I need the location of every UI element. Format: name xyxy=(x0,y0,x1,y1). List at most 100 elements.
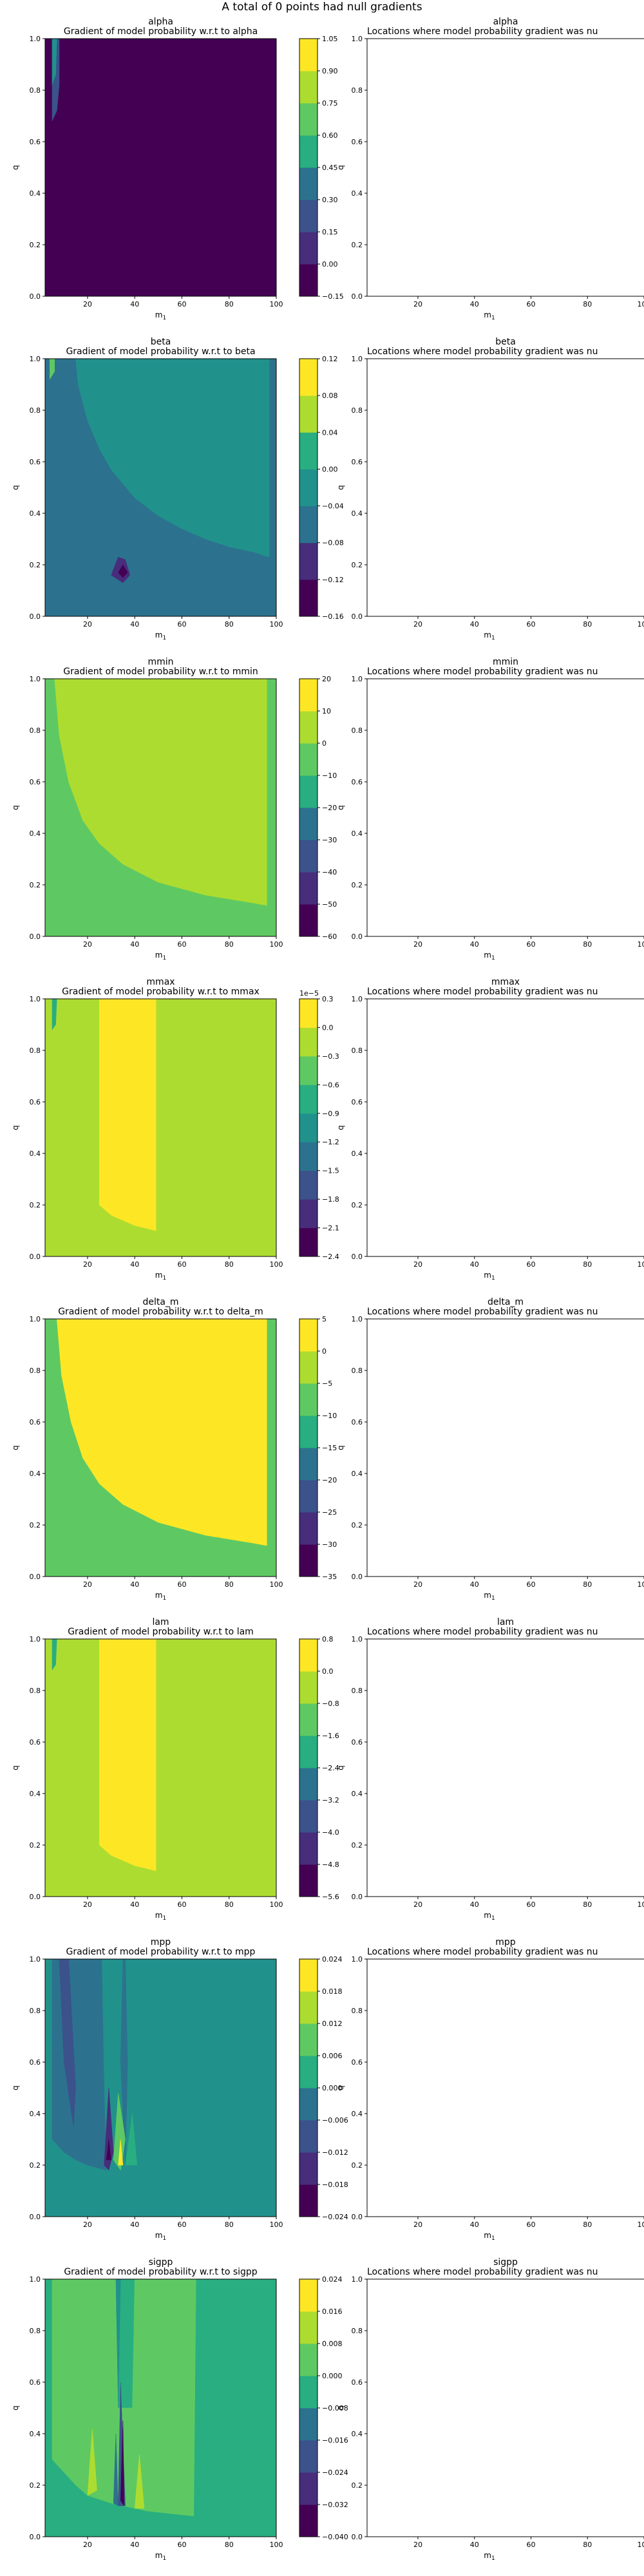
colorbar-tick-label: 0.12 xyxy=(322,355,338,363)
null-x-tick-label: 40 xyxy=(470,940,479,949)
y-tick-label: 0.8 xyxy=(30,1367,41,1375)
null-panel-frame xyxy=(366,1638,644,1897)
null-x-tick-label: 20 xyxy=(413,1900,422,1909)
null-y-tick-label: 0.4 xyxy=(352,2430,363,2438)
colorbar-tick-label: 0 xyxy=(322,739,327,748)
colorbar-tick-label: 0.0 xyxy=(322,1667,334,1676)
contour-regions xyxy=(45,2279,276,2537)
null-y-tick-label: 0.2 xyxy=(352,2161,363,2170)
null-y-tick-label: 0.0 xyxy=(352,1893,363,1901)
null-x-tick-label: 80 xyxy=(583,2221,592,2229)
y-tick-label: 0.0 xyxy=(30,292,41,301)
null-panel-frame xyxy=(366,1958,644,2217)
y-tick-label: 0.6 xyxy=(30,778,41,786)
null-y-tick-label: 0.0 xyxy=(352,2213,363,2221)
null-panel-param-name: alpha xyxy=(493,17,518,27)
y-tick-label: 0.4 xyxy=(30,829,41,838)
colorbar-tick-label: −15 xyxy=(322,1444,337,1452)
null-x-tick-label: 100 xyxy=(638,620,644,629)
y-tick-label: 0.2 xyxy=(30,2161,41,2170)
null-x-tick-label: 40 xyxy=(470,2221,479,2229)
colorbar-segment xyxy=(299,1864,317,1897)
null-panel-param-name: lam xyxy=(497,1617,514,1627)
colorbar-tick-label: −1.6 xyxy=(322,1732,339,1740)
null-panel-frame xyxy=(366,998,644,1257)
x-tick-label: 60 xyxy=(177,1260,186,1269)
colorbar-segment xyxy=(299,2344,317,2376)
null-y-tick-label: 0.2 xyxy=(352,1841,363,1850)
null-x-tick-label: 20 xyxy=(413,300,422,308)
colorbar-tick-label: −0.012 xyxy=(322,2148,348,2157)
y-axis-label: q xyxy=(11,2085,20,2090)
contour-region xyxy=(45,39,276,296)
colorbar-tick-label: −0.024 xyxy=(322,2213,348,2221)
colorbar-tick-label: −10 xyxy=(322,772,337,780)
x-tick-label: 40 xyxy=(130,1260,139,1269)
null-x-axis-label: m1 xyxy=(484,1911,495,1922)
null-y-tick-label: 0.8 xyxy=(352,1367,363,1375)
y-tick-label: 0.8 xyxy=(30,2327,41,2335)
colorbar-segment xyxy=(299,2311,317,2344)
null-x-tick-label: 40 xyxy=(470,620,479,629)
colorbar-tick-label: −20 xyxy=(322,1476,337,1484)
colorbar-tick-label: 0.00 xyxy=(322,260,338,269)
colorbar-segment xyxy=(299,1736,317,1768)
panel-param-name: sigpp xyxy=(149,2257,173,2268)
plot-frame xyxy=(44,358,277,617)
colorbar-tick-label: −60 xyxy=(322,933,337,941)
colorbar-tick-label: 0.018 xyxy=(322,1987,343,1996)
y-tick-label: 0.8 xyxy=(30,1687,41,1695)
y-tick-label: 0.6 xyxy=(30,138,41,146)
plot-frame xyxy=(44,998,277,1257)
colorbar-tick-label: −0.08 xyxy=(322,539,344,547)
plot-frame xyxy=(44,38,277,297)
x-tick-label: 60 xyxy=(177,940,186,949)
x-tick-label: 100 xyxy=(270,2221,283,2229)
x-tick-label: 60 xyxy=(177,620,186,629)
colorbar-segment xyxy=(299,432,317,469)
colorbar-segment xyxy=(299,1084,317,1114)
colorbar-segment xyxy=(299,1351,317,1384)
colorbar-segment xyxy=(299,1703,317,1736)
panel-title: Gradient of model probability w.r.t to l… xyxy=(68,1627,254,1637)
contour-regions xyxy=(45,1319,276,1577)
contour-regions xyxy=(45,1639,276,1897)
null-panel-param-name: mmax xyxy=(491,977,520,987)
plot-frame xyxy=(44,2278,277,2537)
contour-region xyxy=(115,2279,121,2409)
colorbar-tick-label: 0.90 xyxy=(322,67,338,75)
y-tick-label: 0.2 xyxy=(30,241,41,249)
panel-title: Gradient of model probability w.r.t to m… xyxy=(63,667,258,677)
colorbar-segment xyxy=(299,872,317,905)
x-tick-label: 100 xyxy=(270,300,283,308)
colorbar-segment xyxy=(299,1227,317,1257)
colorbar-tick-label: −2.1 xyxy=(322,1224,339,1233)
y-tick-label: 0.8 xyxy=(30,406,41,415)
null-panel-param-name: mpp xyxy=(495,1937,516,1947)
panel-lam: lam Gradient of model probability w.r.t t… xyxy=(11,1617,644,1922)
y-tick-label: 0.0 xyxy=(30,2533,41,2541)
x-tick-label: 60 xyxy=(177,1580,186,1589)
contour-region xyxy=(104,2087,114,2171)
null-x-tick-label: 60 xyxy=(526,940,535,949)
colorbar-tick-label: −0.040 xyxy=(322,2533,348,2541)
colorbar-tick-label: 0.60 xyxy=(322,131,338,140)
colorbar-segment xyxy=(299,1383,317,1416)
panel-param-name: delta_m xyxy=(142,1297,178,1307)
null-y-axis-label: q xyxy=(336,485,345,490)
x-tick-label: 20 xyxy=(83,2221,92,2229)
null-panel-title: Locations where model probability gradie… xyxy=(367,346,598,357)
x-tick-label: 80 xyxy=(225,2221,234,2229)
x-tick-label: 100 xyxy=(270,620,283,629)
y-axis-label: q xyxy=(11,805,20,810)
null-x-tick-label: 60 xyxy=(526,1260,535,1269)
null-y-tick-label: 0.4 xyxy=(352,2110,363,2118)
y-tick-label: 0.8 xyxy=(30,86,41,95)
colorbar-segment xyxy=(299,1056,317,1085)
panel-title: Gradient of model probability w.r.t to s… xyxy=(64,2267,257,2277)
y-tick-label: 0.0 xyxy=(30,2213,41,2221)
colorbar-segment xyxy=(299,2184,317,2217)
x-tick-label: 20 xyxy=(83,620,92,629)
null-y-tick-label: 0.0 xyxy=(352,1253,363,1261)
